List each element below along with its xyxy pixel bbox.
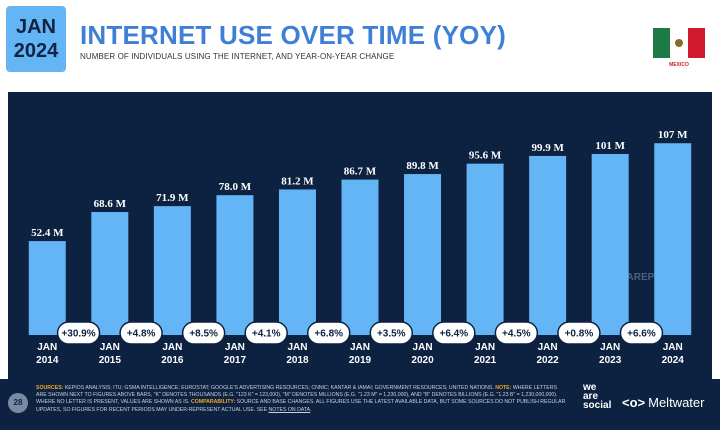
yoy-change-label: +3.5% (377, 329, 406, 340)
yoy-change-pill (494, 321, 539, 345)
bar-value-label: 95.6 M (469, 150, 502, 162)
bar (216, 195, 254, 335)
page-number: 28 (8, 393, 28, 413)
yoy-change-pill (119, 321, 163, 345)
yoy-change-pill (181, 321, 226, 345)
bar-value-label: 89.8 M (406, 160, 439, 172)
yoy-change-label: +8.5% (189, 329, 218, 340)
yoy-change-label: +6.4% (439, 329, 468, 340)
bar-value-label: 99.9 M (531, 142, 564, 154)
page-title: INTERNET USE OVER TIME (YOY) (80, 20, 506, 50)
bar (341, 179, 379, 335)
x-tick-label-month: JAN (350, 342, 370, 353)
x-tick-label-month: JAN (287, 342, 307, 353)
x-tick-label-month: JAN (225, 342, 245, 353)
x-tick-label-month: JAN (663, 342, 683, 353)
meltwater-logo-icon: <o> (622, 395, 646, 410)
header: JAN 2024 INTERNET USE OVER TIME (YOY) NU… (0, 0, 720, 84)
footer: 28 SOURCES: KEPIOS ANALYSIS; ITU; GSMA I… (0, 379, 720, 430)
bar-value-label: 81.2 M (281, 175, 314, 187)
bar (153, 206, 191, 335)
date-month: JAN (15, 16, 56, 38)
yoy-change-label: +30.9% (61, 329, 95, 340)
brand-social: social (583, 400, 612, 411)
note-label: NOTE: (495, 385, 512, 391)
bar (28, 241, 66, 335)
yoy-change-pill (619, 321, 664, 345)
date-year: 2024 (13, 40, 59, 62)
x-tick-label-year: 2016 (161, 355, 184, 366)
sources-text: KEPIOS ANALYSIS; ITU; GSMA INTELLIGENCE;… (64, 385, 494, 391)
yoy-change-label: +6.8% (314, 329, 343, 340)
x-tick-label-month: JAN (37, 342, 57, 353)
x-tick-label-year: 2017 (224, 355, 247, 366)
x-tick-label-month: JAN (538, 342, 558, 353)
meltwater-logo: <o> Meltwater (622, 395, 704, 410)
x-tick-label-year: 2015 (99, 355, 122, 366)
bar-value-label: 71.9 M (156, 192, 189, 204)
bar-chart: DATAREPORTAL 52.4 M JAN 2014 68.6 M JAN 2015 71… (28, 129, 692, 366)
watermark-text: DATAREPORTAL (607, 272, 688, 283)
yoy-change-label: +4.1% (252, 329, 281, 340)
x-tick-label-year: 2023 (599, 355, 622, 366)
x-tick-label-year: 2024 (662, 355, 685, 366)
brand-meltwater: Meltwater (648, 395, 705, 410)
bar (466, 163, 504, 335)
x-tick-label-month: JAN (475, 342, 495, 353)
yoy-change-label: +6.6% (627, 329, 656, 340)
x-tick-label-year: 2021 (474, 355, 497, 366)
mexico-flag-icon (653, 28, 705, 58)
x-tick-label-month: JAN (600, 342, 620, 353)
bar-value-label: 86.7 M (344, 166, 377, 178)
bar-value-label: 107 M (658, 129, 688, 141)
chart-area: DATAREPORTAL 52.4 M JAN 2014 68.6 M JAN 2015 71… (8, 92, 712, 379)
x-tick-label-month: JAN (162, 342, 182, 353)
bar (404, 174, 442, 335)
bar (278, 189, 316, 335)
sources-note: SOURCES: KEPIOS ANALYSIS; ITU; GSMA INTE… (36, 385, 566, 413)
page-subtitle: NUMBER OF INDIVIDUALS USING THE INTERNET… (80, 52, 395, 61)
bar-value-label: 52.4 M (31, 227, 64, 239)
yoy-change-pill (56, 321, 101, 345)
bar (591, 153, 629, 335)
yoy-change-label: +4.5% (502, 329, 531, 340)
note-text: WHERE LETTERS ARE SHOWN NEXT TO FIGURES … (36, 385, 558, 406)
bar (91, 212, 129, 335)
country-label: MEXICO (669, 62, 689, 68)
notes-on-data-link[interactable]: NOTES ON DATA (268, 406, 311, 413)
x-tick-label-month: JAN (413, 342, 433, 353)
bar-value-label: 78.0 M (219, 181, 252, 193)
bar (654, 143, 692, 335)
bar (529, 155, 567, 335)
sources-label: SOURCES: (36, 385, 64, 391)
yoy-change-pill (369, 321, 414, 345)
yoy-change-label: +4.8% (127, 329, 156, 340)
yoy-change-pill (306, 321, 351, 345)
x-tick-label-year: 2019 (349, 355, 372, 366)
brand-we: we (583, 382, 597, 393)
yoy-change-pill (557, 321, 601, 345)
x-tick-label-year: 2020 (411, 355, 434, 366)
we-are-social-logo: we are social (583, 382, 612, 411)
x-tick-label-year: 2022 (537, 355, 560, 366)
bar-value-label: 101 M (595, 140, 625, 152)
brand-are: are (583, 391, 599, 402)
x-tick-label-year: 2014 (36, 355, 59, 366)
yoy-change-pill (432, 321, 476, 345)
date-badge: JAN 2024 (6, 6, 66, 72)
comparability-text: SOURCE AND BASE CHANGES. ALL FIGURES USE… (36, 399, 566, 413)
yoy-change-label: +0.8% (565, 329, 594, 340)
yoy-change-pill (244, 321, 288, 345)
x-tick-label-month: JAN (100, 342, 120, 353)
x-tick-label-year: 2018 (286, 355, 309, 366)
comparability-label: COMPARABILITY: (191, 399, 236, 406)
bar-value-label: 68.6 M (94, 198, 127, 210)
